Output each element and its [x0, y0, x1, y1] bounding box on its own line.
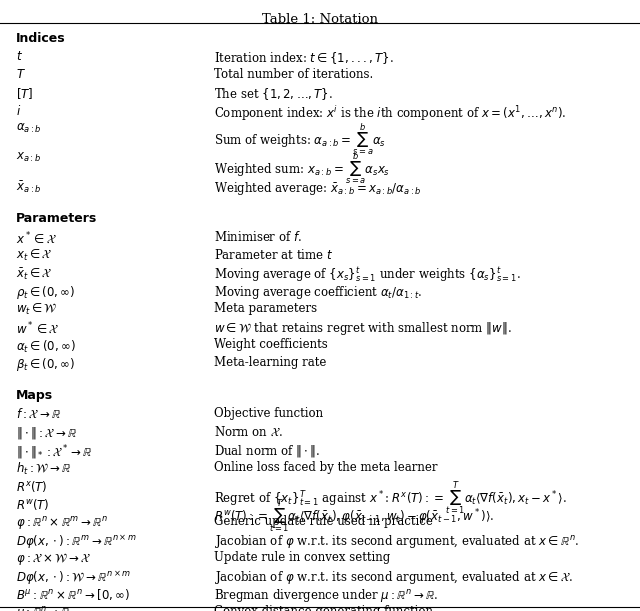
- Text: $\varphi:\mathcal{X}\times\mathcal{W}\rightarrow\mathcal{X}$: $\varphi:\mathcal{X}\times\mathcal{W}\ri…: [16, 551, 91, 568]
- Text: $t$: $t$: [16, 50, 23, 63]
- Text: Parameters: Parameters: [16, 212, 97, 225]
- Text: Bregman divergence under $\mu:\mathbb{R}^n\rightarrow\mathbb{R}$.: Bregman divergence under $\mu:\mathbb{R}…: [214, 587, 439, 604]
- Text: Sum of weights: $\alpha_{a:b}=\sum_{s=a}^{b}\alpha_s$: Sum of weights: $\alpha_{a:b}=\sum_{s=a}…: [214, 122, 387, 157]
- Text: $D\varphi(x,\cdot):\mathbb{R}^m\rightarrow\mathbb{R}^{n\times m}$: $D\varphi(x,\cdot):\mathbb{R}^m\rightarr…: [16, 533, 137, 551]
- Text: Iteration index: $t \in \{1,...,T\}$.: Iteration index: $t \in \{1,...,T\}$.: [214, 50, 394, 66]
- Text: $f:\mathcal{X}\rightarrow\mathbb{R}$: $f:\mathcal{X}\rightarrow\mathbb{R}$: [16, 407, 61, 420]
- Text: $\alpha_{a:b}$: $\alpha_{a:b}$: [16, 122, 42, 135]
- Text: $\beta_t \in (0,\infty)$: $\beta_t \in (0,\infty)$: [16, 356, 76, 373]
- Text: Generic update rule used in practice: Generic update rule used in practice: [214, 515, 433, 529]
- Text: Minimiser of $f$.: Minimiser of $f$.: [214, 230, 303, 244]
- Text: Weighted average: $\bar{x}_{a:b}=x_{a:b}/\alpha_{a:b}$: Weighted average: $\bar{x}_{a:b}=x_{a:b}…: [214, 180, 422, 197]
- Text: Moving average of $\{x_s\}_{s=1}^{t}$ under weights $\{\alpha_s\}_{s=1}^{t}$.: Moving average of $\{x_s\}_{s=1}^{t}$ un…: [214, 266, 521, 285]
- Text: Objective function: Objective function: [214, 407, 324, 420]
- Text: Parameter at time $t$: Parameter at time $t$: [214, 248, 334, 262]
- Text: $h_t:\mathcal{W}\rightarrow\mathbb{R}$: $h_t:\mathcal{W}\rightarrow\mathbb{R}$: [16, 461, 71, 477]
- Text: Online loss faced by the meta learner: Online loss faced by the meta learner: [214, 461, 438, 474]
- Text: Maps: Maps: [16, 389, 53, 402]
- Text: Moving average coefficient $\alpha_t/\alpha_{1:t}$.: Moving average coefficient $\alpha_t/\al…: [214, 284, 423, 301]
- Text: Total number of iterations.: Total number of iterations.: [214, 68, 374, 81]
- Text: Dual norm of $\|\cdot\|$.: Dual norm of $\|\cdot\|$.: [214, 443, 321, 459]
- Text: Weight coefficients: Weight coefficients: [214, 338, 328, 351]
- Text: Jacobian of $\varphi$ w.r.t. its second argument, evaluated at $x\in\mathcal{X}$: Jacobian of $\varphi$ w.r.t. its second …: [214, 569, 573, 587]
- Text: Norm on $\mathcal{X}$.: Norm on $\mathcal{X}$.: [214, 425, 284, 439]
- Text: $R^w(T):=\sum_{t=1}^{T}\alpha_t\langle\nabla f(\bar{x}_t),\varphi(\bar{x}_{t-1},: $R^w(T):=\sum_{t=1}^{T}\alpha_t\langle\n…: [214, 497, 495, 535]
- Text: $x_t \in \mathcal{X}$: $x_t \in \mathcal{X}$: [16, 248, 52, 263]
- Text: $\alpha_t \in (0,\infty)$: $\alpha_t \in (0,\infty)$: [16, 338, 76, 354]
- Text: $\mu:\mathbb{R}^n\rightarrow\mathbb{R}$: $\mu:\mathbb{R}^n\rightarrow\mathbb{R}$: [16, 606, 71, 611]
- Text: Table 1: Notation: Table 1: Notation: [262, 13, 378, 26]
- Text: $R^w(T)$: $R^w(T)$: [16, 497, 49, 512]
- Text: $w^* \in \mathcal{X}$: $w^* \in \mathcal{X}$: [16, 320, 60, 336]
- Text: $x_{a:b}$: $x_{a:b}$: [16, 151, 41, 164]
- Text: Regret of $\{x_t\}_{t=1}^{T}$ against $x^*$: $R^x(T):=\sum_{t=1}^{T}\alpha_t\lan: Regret of $\{x_t\}_{t=1}^{T}$ against $x…: [214, 479, 568, 517]
- Text: $w_t \in \mathcal{W}$: $w_t \in \mathcal{W}$: [16, 302, 58, 318]
- Text: $\|\cdot\|:\mathcal{X}\rightarrow\mathbb{R}$: $\|\cdot\|:\mathcal{X}\rightarrow\mathbb…: [16, 425, 77, 441]
- Text: $D\varphi(x,\cdot):\mathcal{W}\rightarrow\mathbb{R}^{n\times m}$: $D\varphi(x,\cdot):\mathcal{W}\rightarro…: [16, 569, 131, 587]
- Text: Jacobian of $\varphi$ w.r.t. its second argument, evaluated at $x\in\mathbb{R}^n: Jacobian of $\varphi$ w.r.t. its second …: [214, 533, 580, 551]
- Text: $T$: $T$: [16, 68, 26, 81]
- Text: $i$: $i$: [16, 104, 21, 118]
- Text: Meta parameters: Meta parameters: [214, 302, 317, 315]
- Text: $\|\cdot\|_*:\mathcal{X}^*\rightarrow\mathbb{R}$: $\|\cdot\|_*:\mathcal{X}^*\rightarrow\ma…: [16, 443, 93, 462]
- Text: $[T]$: $[T]$: [16, 86, 33, 101]
- Text: Update rule in convex setting: Update rule in convex setting: [214, 551, 390, 565]
- Text: $w \in \mathcal{W}$ that retains regret with smallest norm $\|w\|$.: $w \in \mathcal{W}$ that retains regret …: [214, 320, 512, 337]
- Text: $\bar{x}_{a:b}$: $\bar{x}_{a:b}$: [16, 180, 41, 195]
- Text: $\varphi:\mathbb{R}^n\times\mathbb{R}^m\rightarrow\mathbb{R}^n$: $\varphi:\mathbb{R}^n\times\mathbb{R}^m\…: [16, 515, 108, 532]
- Text: $\rho_t \in (0,\infty)$: $\rho_t \in (0,\infty)$: [16, 284, 76, 301]
- Text: Convex distance generating function.: Convex distance generating function.: [214, 606, 437, 611]
- Text: The set $\{1,2,\ldots,T\}$.: The set $\{1,2,\ldots,T\}$.: [214, 86, 333, 102]
- Text: Indices: Indices: [16, 32, 66, 45]
- Text: Weighted sum: $x_{a:b}=\sum_{s=a}^{b}\alpha_s x_s$: Weighted sum: $x_{a:b}=\sum_{s=a}^{b}\al…: [214, 151, 390, 186]
- Text: $\bar{x}_t \in \mathcal{X}$: $\bar{x}_t \in \mathcal{X}$: [16, 266, 52, 282]
- Text: Meta-learning rate: Meta-learning rate: [214, 356, 327, 370]
- Text: $B^\mu:\mathbb{R}^n\times\mathbb{R}^n\rightarrow[0,\infty)$: $B^\mu:\mathbb{R}^n\times\mathbb{R}^n\ri…: [16, 587, 130, 602]
- Text: Component index: $x^i$ is the $i$th component of $x=(x^1,\ldots,x^n)$.: Component index: $x^i$ is the $i$th comp…: [214, 104, 567, 123]
- Text: $R^x(T)$: $R^x(T)$: [16, 479, 47, 494]
- Text: $x^* \in \mathcal{X}$: $x^* \in \mathcal{X}$: [16, 230, 57, 246]
